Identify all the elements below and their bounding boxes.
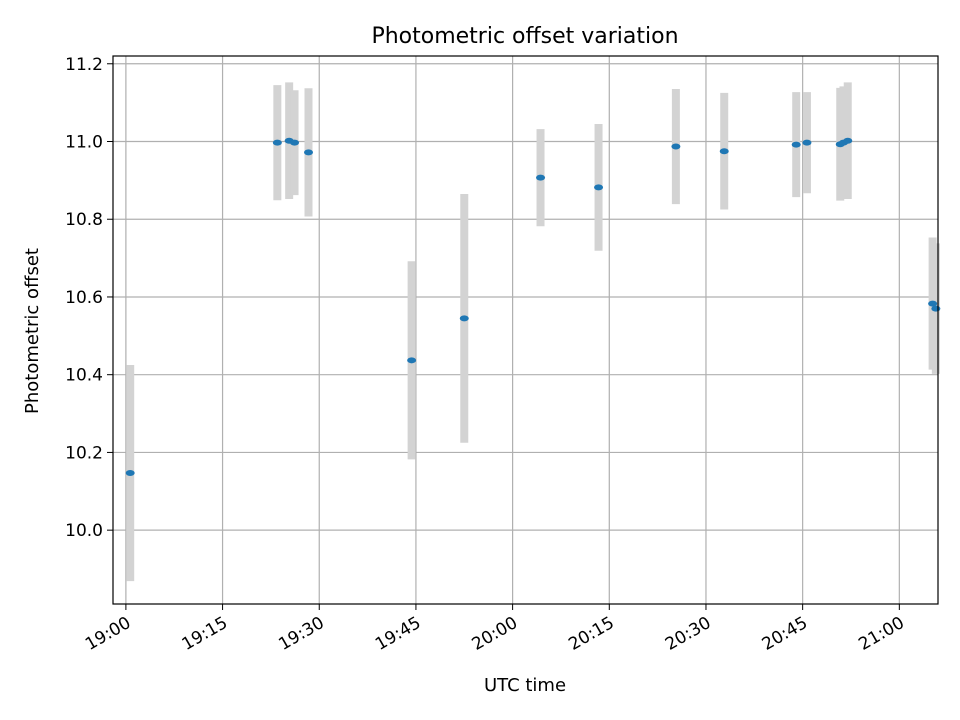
data-point bbox=[791, 141, 801, 148]
data-point bbox=[272, 139, 282, 146]
chart-title: Photometric offset variation bbox=[371, 24, 678, 49]
y-tick-label: 10.2 bbox=[65, 443, 103, 463]
data-point bbox=[719, 148, 729, 155]
plot-frame bbox=[112, 55, 939, 605]
data-point bbox=[928, 300, 938, 307]
data-point bbox=[407, 357, 417, 364]
y-axis-label: Photometric offset bbox=[22, 248, 43, 414]
data-point bbox=[536, 174, 546, 181]
data-point bbox=[304, 149, 314, 156]
data-point bbox=[125, 470, 135, 477]
y-tick-label: 10.8 bbox=[65, 210, 103, 230]
data-point bbox=[843, 137, 853, 144]
y-tick-label: 10.0 bbox=[65, 521, 103, 541]
data-points bbox=[125, 137, 941, 477]
data-point bbox=[594, 184, 604, 191]
gridlines bbox=[113, 56, 938, 604]
data-point bbox=[802, 139, 812, 146]
y-axis-ticks: 10.0 10.2 10.4 10.6 10.8 11.0 11.2 bbox=[65, 55, 113, 541]
y-tick-label: 10.4 bbox=[65, 366, 103, 386]
data-point bbox=[671, 143, 681, 150]
data-point bbox=[931, 305, 941, 312]
y-tick-label: 10.6 bbox=[65, 288, 103, 308]
y-tick-label: 11.0 bbox=[65, 133, 103, 153]
data-point bbox=[459, 315, 469, 322]
x-axis-label: UTC time bbox=[484, 675, 566, 696]
y-tick-label: 11.2 bbox=[65, 55, 103, 75]
data-point bbox=[290, 139, 300, 146]
